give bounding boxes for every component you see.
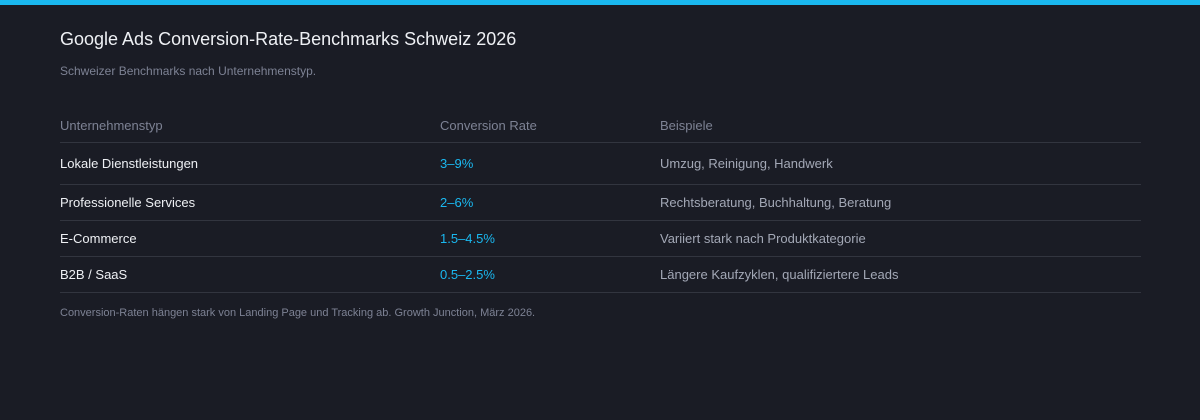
cell-conversion-rate: 0.5–2.5% [440, 256, 660, 293]
cell-unternehmenstyp: B2B / SaaS [60, 256, 440, 293]
cell-conversion-rate: 2–6% [440, 184, 660, 221]
header-conversion-rate: Conversion Rate [440, 108, 660, 143]
footnote: Conversion-Raten hängen stark von Landin… [60, 307, 536, 319]
cell-conversion-rate: 1.5–4.5% [440, 220, 660, 257]
header-unternehmenstyp: Unternehmenstyp [60, 108, 440, 143]
cell-beispiele: Rechtsberatung, Buchhaltung, Beratung [660, 184, 1141, 221]
table-row: E-Commerce 1.5–4.5% Variiert stark nach … [60, 220, 1141, 257]
cell-beispiele: Umzug, Reinigung, Handwerk [660, 142, 1141, 185]
cell-beispiele: Längere Kaufzyklen, qualifiziertere Lead… [660, 256, 1141, 293]
cell-beispiele: Variiert stark nach Produktkategorie [660, 220, 1141, 257]
table-header-row: Unternehmenstyp Conversion Rate Beispiel… [60, 108, 1141, 143]
table-row: Professionelle Services 2–6% Rechtsberat… [60, 184, 1141, 221]
table-row: B2B / SaaS 0.5–2.5% Längere Kaufzyklen, … [60, 256, 1141, 293]
header-beispiele: Beispiele [660, 108, 1141, 143]
benchmark-table: Unternehmenstyp Conversion Rate Beispiel… [60, 108, 1141, 293]
cell-unternehmenstyp: Lokale Dienstleistungen [60, 142, 440, 185]
accent-top-bar [0, 0, 1200, 5]
cell-unternehmenstyp: E-Commerce [60, 220, 440, 257]
table-row: Lokale Dienstleistungen 3–9% Umzug, Rein… [60, 142, 1141, 185]
chart-title: Google Ads Conversion-Rate-Benchmarks Sc… [60, 29, 517, 49]
cell-unternehmenstyp: Professionelle Services [60, 184, 440, 221]
cell-conversion-rate: 3–9% [440, 142, 660, 185]
chart-subtitle: Schweizer Benchmarks nach Unternehmensty… [60, 64, 317, 78]
